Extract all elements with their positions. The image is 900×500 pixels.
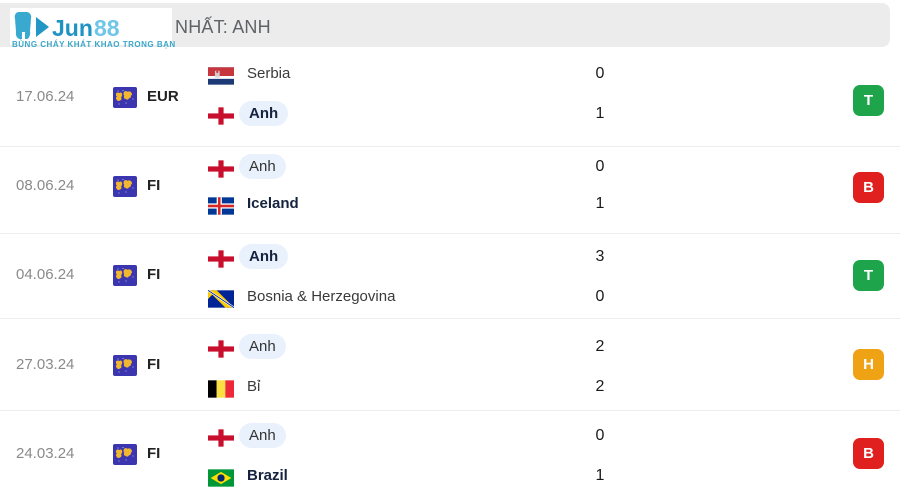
svg-text:Jun: Jun	[52, 15, 93, 41]
svg-text:88: 88	[94, 15, 120, 41]
